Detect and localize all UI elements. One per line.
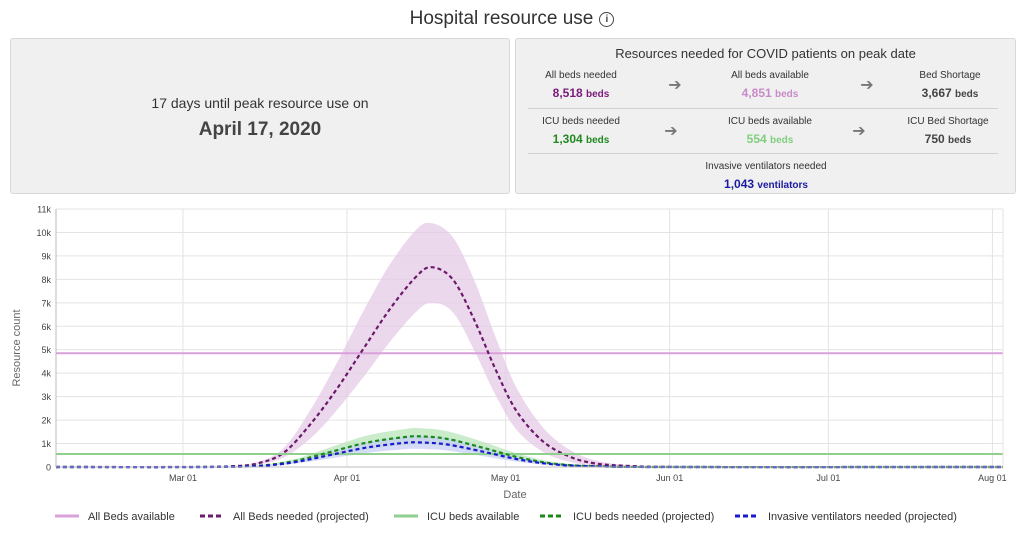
page-title-row: Hospital resource use i	[0, 8, 1024, 30]
value-number: 554	[746, 132, 767, 146]
cell-value: 4,851 beds	[710, 86, 830, 100]
legend-item-invasive-ventilators-needed-projected: Invasive ventilators needed (projected)	[735, 511, 957, 523]
peak-days: 17 days	[151, 95, 201, 111]
x-tick-label: Jun 01	[656, 473, 683, 483]
cell-label: ICU Bed Shortage	[907, 116, 989, 127]
cell-label: Invasive ventilators needed	[705, 161, 827, 172]
peak-suffix: until peak resource use on	[200, 95, 369, 111]
cell-value: 1,043 ventilators	[701, 177, 831, 191]
value-number: 8,518	[552, 86, 583, 100]
legend-item-icu-beds-needed-projected: ICU beds needed (projected)	[540, 511, 714, 523]
x-tick-label: Mar 01	[169, 473, 197, 483]
bed-shortage: Bed Shortage 3,667 beds	[890, 70, 1010, 100]
resources-card: Resources needed for COVID patients on p…	[515, 38, 1016, 194]
x-tick-label: Aug 01	[978, 473, 1007, 483]
arrow-right-icon: ➔	[668, 77, 682, 94]
y-tick-label: 11k	[37, 205, 51, 215]
x-axis-label: Date	[503, 489, 526, 501]
page-title: Hospital resource use	[409, 8, 594, 29]
legend-label: Invasive ventilators needed (projected)	[768, 511, 957, 523]
resources-title: Resources needed for COVID patients on p…	[615, 46, 916, 61]
value-number: 4,851	[741, 86, 772, 100]
row-divider	[528, 153, 998, 154]
peak-summary-card: 17 days until peak resource use on April…	[10, 38, 510, 194]
all-beds-needed-projected-line	[55, 266, 1004, 469]
cell-label: ICU beds available	[728, 116, 812, 127]
x-tick-label: Apr 01	[334, 473, 361, 483]
peak-countdown: 17 days until peak resource use on	[11, 95, 509, 111]
value-unit: beds	[955, 89, 979, 100]
y-tick-label: 8k	[41, 275, 51, 285]
value-number: 3,667	[921, 86, 952, 100]
legend-label: All Beds available	[88, 511, 175, 523]
cell-label: ICU beds needed	[542, 116, 620, 127]
y-tick-label: 7k	[41, 298, 51, 308]
cell-label: Bed Shortage	[919, 70, 981, 81]
all-beds-available: All beds available 4,851 beds	[710, 70, 830, 100]
value-unit: beds	[775, 89, 799, 100]
legend-label: ICU beds needed (projected)	[573, 511, 714, 523]
y-tick-label: 1k	[41, 439, 51, 449]
y-tick-label: 9k	[41, 251, 51, 261]
value-number: 1,304	[552, 132, 583, 146]
y-tick-label: 3k	[41, 392, 51, 402]
legend-item-icu-beds-available: ICU beds available	[394, 511, 519, 523]
y-tick-label: 2k	[41, 416, 51, 426]
cell-label: All beds available	[731, 70, 809, 81]
icu-beds-needed: ICU beds needed 1,304 beds	[521, 116, 641, 146]
ventilators-needed: Invasive ventilators needed 1,043 ventil…	[701, 161, 831, 191]
y-tick-label: 0	[46, 463, 51, 473]
arrow-right-icon: ➔	[852, 123, 866, 140]
icu-beds-available: ICU beds available 554 beds	[710, 116, 830, 146]
y-tick-label: 5k	[41, 345, 51, 355]
value-unit: beds	[586, 89, 610, 100]
all-beds-needed-projected-band	[56, 222, 1003, 468]
value-number: 1,043	[724, 177, 755, 191]
invasive-ventilators-needed-projected-line	[55, 441, 1004, 469]
chart-axes: 0 1k 2k 3k 4k 5k 6k 7k 8k 9k 10k 11k Mar 01 Apr 01 May…	[36, 205, 1006, 484]
arrow-right-icon: ➔	[664, 123, 678, 140]
value-unit: beds	[948, 135, 972, 146]
x-tick-label: May 01	[491, 473, 521, 483]
peak-date: April 17, 2020	[198, 119, 322, 140]
y-axis-label: Resource count	[11, 309, 23, 386]
cell-label: All beds needed	[545, 70, 617, 81]
legend-item-all-beds-available: All Beds available	[55, 511, 175, 523]
info-icon[interactable]: i	[599, 12, 615, 27]
value-unit: beds	[586, 135, 610, 146]
y-tick-label: 4k	[41, 369, 51, 379]
cell-value: 3,667 beds	[890, 86, 1010, 100]
confidence-bands	[56, 222, 1003, 468]
value-number: 750	[924, 132, 945, 146]
all-beds-needed: All beds needed 8,518 beds	[521, 70, 641, 100]
row-divider	[528, 108, 998, 109]
value-unit: beds	[770, 135, 794, 146]
cell-value: 554 beds	[710, 132, 830, 146]
legend-item-all-beds-needed-projected: All Beds needed (projected)	[200, 511, 369, 523]
cell-value: 1,304 beds	[521, 132, 641, 146]
value-unit: ventilators	[757, 180, 808, 191]
chart-legend: All Beds available All Beds needed (proje…	[55, 511, 957, 523]
legend-label: All Beds needed (projected)	[233, 511, 369, 523]
cell-value: 8,518 beds	[521, 86, 641, 100]
icu-bed-shortage: ICU Bed Shortage 750 beds	[888, 116, 1008, 146]
y-tick-label: 10k	[36, 228, 51, 238]
x-tick-label: Jul 01	[816, 473, 840, 483]
cell-value: 750 beds	[888, 132, 1008, 146]
legend-label: ICU beds available	[427, 511, 519, 523]
arrow-right-icon: ➔	[860, 77, 874, 94]
y-tick-label: 6k	[41, 322, 51, 332]
